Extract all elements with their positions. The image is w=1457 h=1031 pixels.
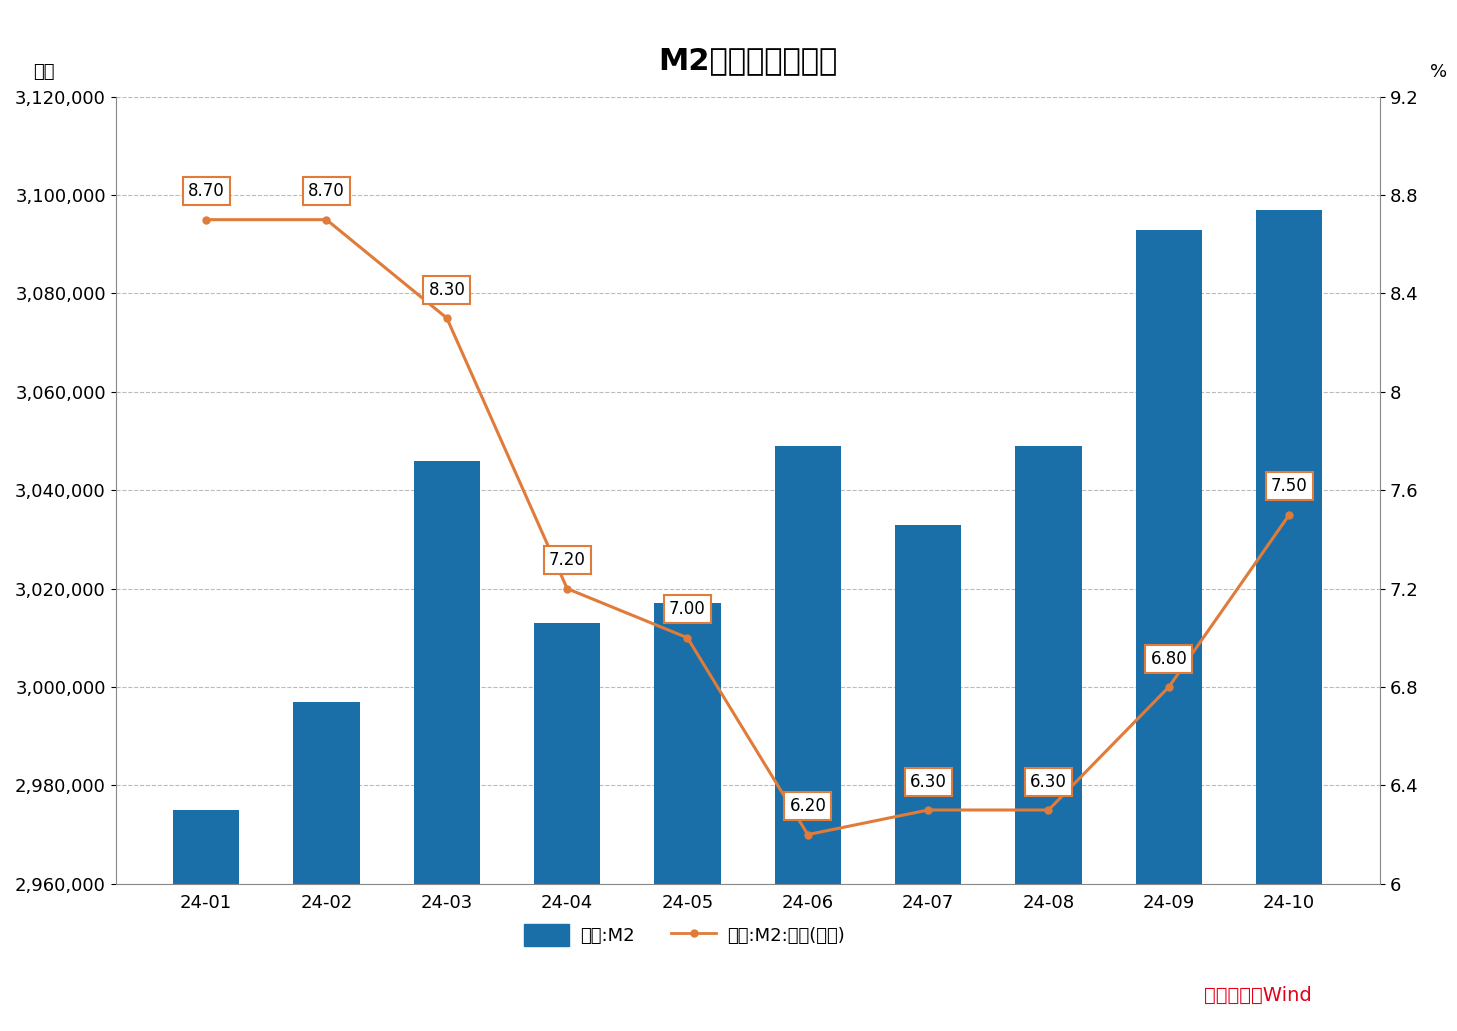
Text: %: %: [1431, 63, 1447, 81]
Text: 7.50: 7.50: [1271, 477, 1307, 496]
Text: 6.20: 6.20: [790, 797, 826, 816]
Bar: [1016, 446, 1081, 884]
Text: 6.80: 6.80: [1151, 650, 1187, 667]
Text: 7.20: 7.20: [549, 552, 586, 569]
Text: 8.30: 8.30: [428, 280, 465, 299]
Text: 8.70: 8.70: [307, 182, 345, 200]
Bar: [535, 623, 600, 884]
Bar: [895, 525, 962, 884]
Text: 8.70: 8.70: [188, 182, 224, 200]
Legend: 中国:M2, 中国:M2:同比(右轴): 中国:M2, 中国:M2:同比(右轴): [517, 917, 852, 954]
Text: 6.30: 6.30: [1030, 772, 1067, 791]
Bar: [293, 702, 360, 884]
Bar: [1256, 210, 1323, 884]
Text: 数据来源：Wind: 数据来源：Wind: [1203, 987, 1311, 1005]
Text: 亿元: 亿元: [34, 63, 55, 81]
Bar: [173, 810, 239, 884]
Text: 7.00: 7.00: [669, 600, 705, 619]
Bar: [414, 461, 479, 884]
Bar: [1135, 230, 1202, 884]
Bar: [654, 603, 721, 884]
Text: 6.30: 6.30: [909, 772, 947, 791]
Bar: [775, 446, 841, 884]
Title: M2数据及变化情况: M2数据及变化情况: [659, 46, 838, 75]
